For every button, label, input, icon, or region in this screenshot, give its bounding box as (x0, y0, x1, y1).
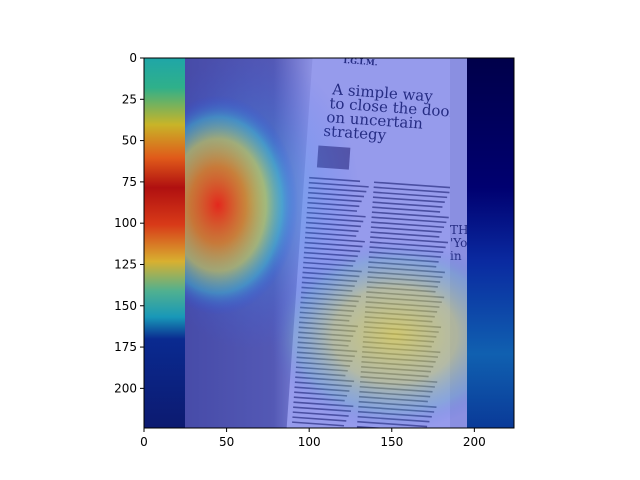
x-tick-label: 150 (380, 435, 403, 449)
axes-frame (143, 57, 515, 429)
right-activation-strip (467, 58, 514, 428)
article-text-line (370, 231, 440, 238)
article-text-line (371, 211, 449, 219)
plot-area: T.G.I.M. A simple way to close the door … (144, 55, 514, 428)
article-text-line (292, 421, 345, 427)
y-tick-label: 150 (114, 299, 137, 313)
x-axis: 0 50 100 150 200 (140, 428, 486, 449)
left-activation-strip (144, 58, 185, 428)
y-tick-label: 125 (114, 257, 137, 271)
article-text-line (370, 236, 449, 244)
article-text-line (372, 196, 445, 204)
article-text-line (292, 416, 347, 422)
side-fragment-2: 'Yo (450, 236, 467, 250)
y-tick-label: 200 (114, 381, 137, 395)
y-tick-label: 175 (114, 340, 137, 354)
x-tick-label: 50 (219, 435, 234, 449)
x-tick-label: 100 (298, 435, 321, 449)
y-tick-label: 50 (122, 134, 137, 148)
article-text-line (370, 226, 442, 233)
x-tick-label: 200 (463, 435, 486, 449)
article-text-line (372, 201, 443, 208)
x-tick-label: 0 (140, 435, 148, 449)
article-text-line (373, 181, 452, 189)
masthead-text: T.G.I.M. (342, 55, 378, 67)
y-tick-label: 0 (129, 51, 137, 65)
article-text-line (372, 206, 441, 213)
y-axis: 0 25 50 75 100 125 150 175 200 (114, 51, 144, 395)
article-text-line (371, 221, 445, 229)
side-fragment-1: TH (450, 223, 468, 237)
article-text-line (373, 186, 450, 194)
y-tick-label: 75 (122, 175, 137, 189)
article-text-line (371, 216, 447, 224)
article-text-line (373, 191, 448, 199)
y-tick-label: 25 (122, 92, 137, 106)
y-tick-label: 100 (114, 216, 137, 230)
